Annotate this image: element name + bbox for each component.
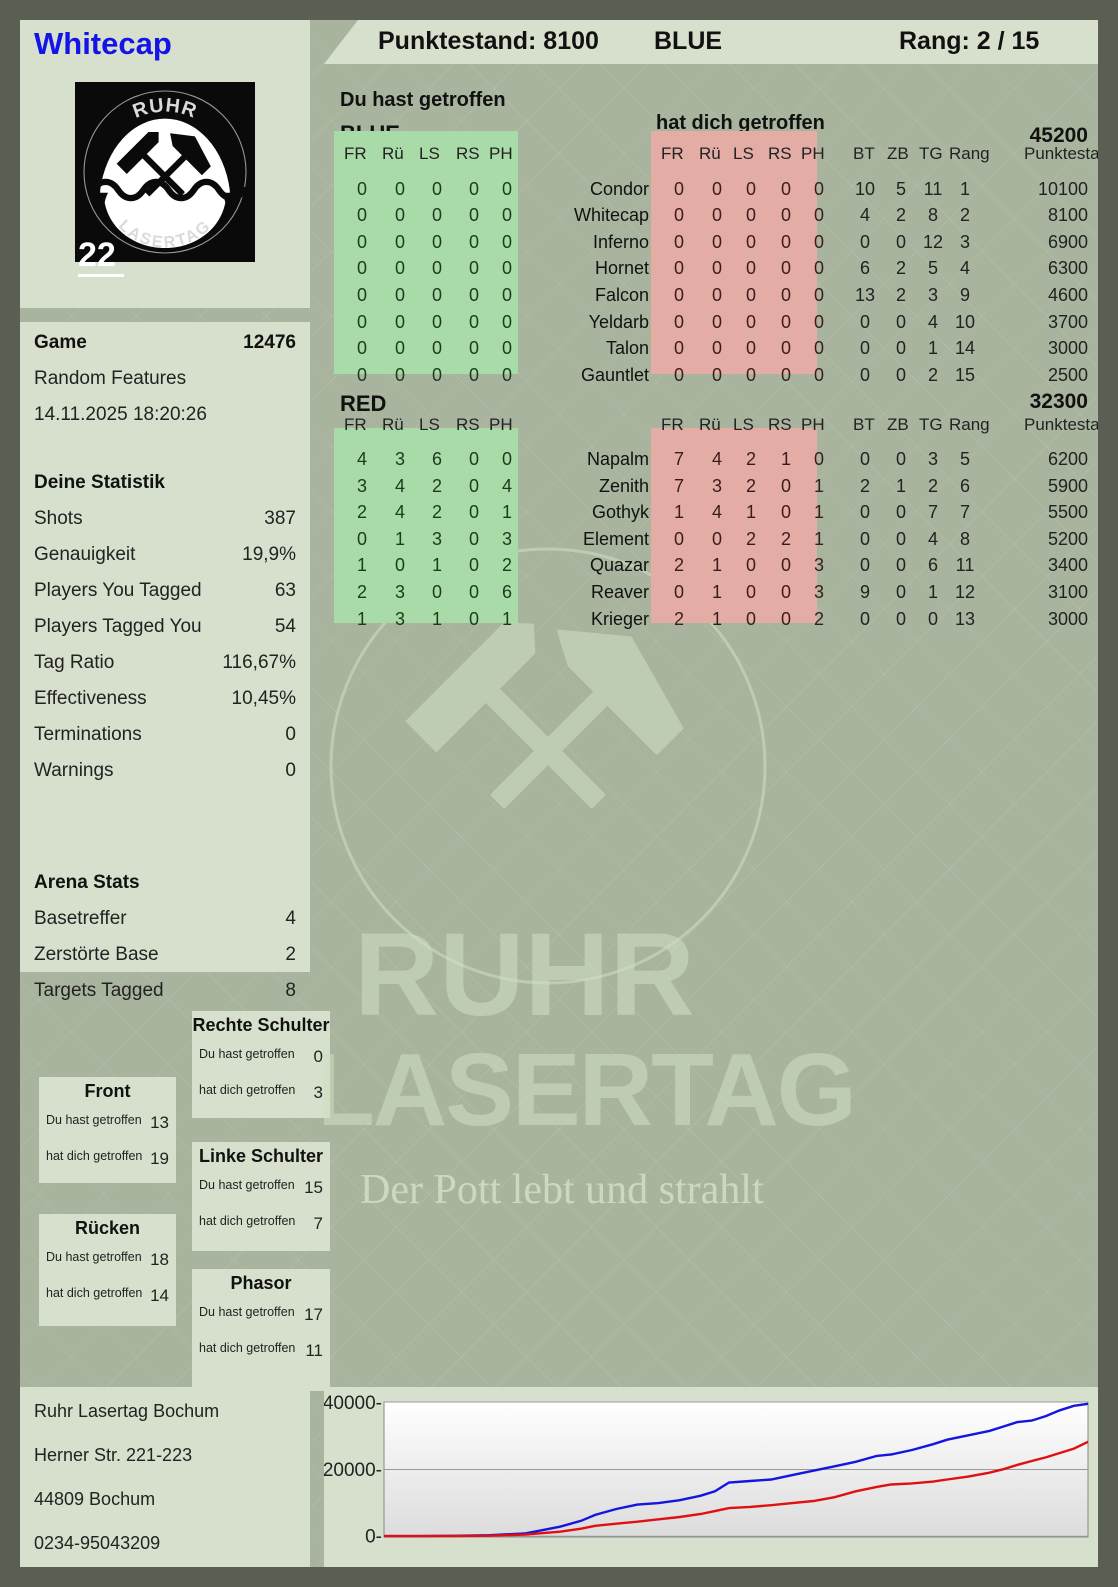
- svg-text:0-: 0-: [365, 1527, 382, 1548]
- svg-text:Der Pott lebt und strahlt: Der Pott lebt und strahlt: [360, 1167, 764, 1213]
- svg-text:RUHR: RUHR: [354, 909, 695, 1041]
- svg-text:20000-: 20000-: [324, 1460, 382, 1481]
- svg-text:LASERTAG: LASERTAG: [324, 1032, 855, 1147]
- svg-text:40000-: 40000-: [324, 1393, 382, 1414]
